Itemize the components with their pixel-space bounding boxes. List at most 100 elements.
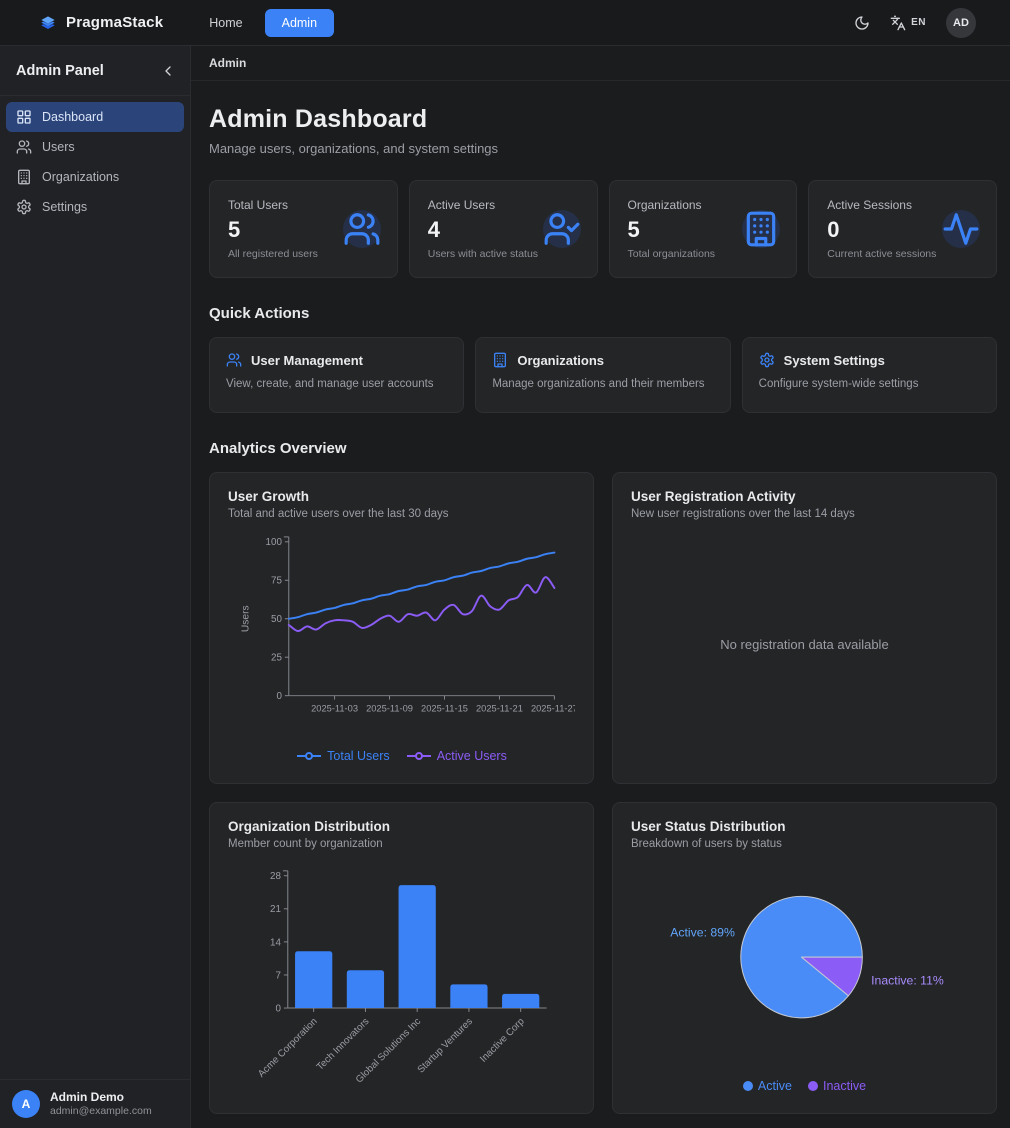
action-title: System Settings — [783, 352, 885, 368]
stat-description: Total organizations — [627, 248, 716, 260]
svg-text:0: 0 — [275, 1003, 281, 1014]
svg-text:Startup Ventures: Startup Ventures — [416, 1016, 475, 1075]
legend-item-total-users: Total Users — [296, 749, 390, 763]
svg-text:2025-11-21: 2025-11-21 — [476, 703, 523, 713]
user-status-distribution-card: User Status Distribution Breakdown of us… — [612, 802, 997, 1114]
building-icon — [492, 352, 508, 368]
action-description: Configure system-wide settings — [758, 378, 919, 390]
sidebar-user-section[interactable]: A Admin Demo admin@example.com — [0, 1078, 190, 1128]
layers-logo-icon — [40, 15, 56, 31]
user-status-pie-chart: Active: 89% Inactive: 11% — [670, 895, 944, 1019]
chart-title: Organization Distribution — [228, 819, 390, 834]
stat-description: All registered users — [228, 248, 318, 260]
page-title: Admin Dashboard — [209, 105, 428, 133]
page-subtitle: Manage users, organizations, and system … — [209, 141, 499, 156]
svg-text:100: 100 — [266, 537, 283, 548]
sidebar-item-dashboard[interactable]: Dashboard — [6, 102, 184, 132]
dot-marker-icon — [742, 1081, 753, 1091]
action-card-user-management[interactable]: User Management View, create, and manage… — [209, 337, 465, 413]
svg-text:14: 14 — [270, 937, 281, 948]
user-avatar[interactable]: AD — [946, 7, 976, 38]
chevron-left-icon — [160, 63, 176, 79]
svg-text:2025-11-09: 2025-11-09 — [366, 703, 413, 713]
nav-item-admin[interactable]: Admin — [264, 8, 335, 37]
line-marker-icon — [406, 752, 431, 760]
line-marker-icon — [297, 752, 322, 760]
action-card-organizations[interactable]: Organizations Manage organizations and t… — [475, 337, 731, 413]
user-check-icon — [542, 210, 581, 248]
language-selector[interactable]: EN — [890, 15, 926, 31]
user-growth-line-chart: 0 25 50 75 100 2025-11-03 2025-11-09 2025-11-15… — [241, 536, 575, 713]
sidebar-title: Admin Panel — [16, 62, 104, 79]
navbar-actions: EN AD — [854, 7, 976, 38]
building-icon — [16, 169, 32, 185]
stat-label: Organizations — [627, 198, 702, 212]
brand[interactable]: PragmaStack — [40, 14, 163, 31]
moon-icon — [854, 15, 870, 31]
users-icon — [16, 139, 32, 155]
pie-chart-legend: Active Inactive — [631, 1079, 978, 1099]
chart-subtitle: Breakdown of users by status — [631, 838, 782, 850]
chart-title: User Status Distribution — [631, 819, 786, 834]
gear-icon — [759, 352, 775, 368]
sidebar-item-label: Dashboard — [42, 110, 104, 124]
svg-text:28: 28 — [270, 871, 281, 882]
svg-text:21: 21 — [270, 904, 281, 915]
stat-value: 5 — [627, 217, 640, 242]
users-icon — [226, 352, 242, 368]
action-title: User Management — [251, 352, 363, 368]
chart-subtitle: Member count by organization — [228, 838, 383, 850]
translate-icon — [890, 15, 906, 31]
svg-text:Inactive: 11%: Inactive: 11% — [871, 974, 944, 988]
action-description: Manage organizations and their members — [492, 378, 705, 390]
chart-title: User Growth — [228, 489, 310, 504]
stat-label: Total Users — [228, 198, 289, 212]
user-name: Admin Demo — [50, 1089, 125, 1104]
svg-text:2025-11-27: 2025-11-27 — [531, 703, 575, 713]
svg-text:25: 25 — [271, 653, 282, 664]
breadcrumb-bar: Admin — [191, 46, 1010, 81]
top-navbar: PragmaStack Home Admin EN AD — [0, 0, 1010, 46]
sidebar-item-settings[interactable]: Settings — [6, 192, 184, 222]
dark-mode-toggle[interactable] — [854, 15, 870, 31]
main-content: Admin Admin Dashboard Manage users, orga… — [191, 46, 1010, 1128]
stat-value: 5 — [228, 217, 241, 242]
gear-icon — [16, 199, 32, 215]
sidebar-item-organizations[interactable]: Organizations — [6, 162, 184, 192]
activity-icon — [942, 210, 980, 248]
nav-links: Home Admin — [199, 8, 335, 37]
building-icon — [742, 210, 781, 248]
svg-text:50: 50 — [271, 614, 282, 625]
stats-grid: Total Users 5 All registered users Activ… — [209, 180, 997, 278]
stat-card-active-users: Active Users 4 Users with active status — [408, 180, 598, 278]
svg-text:Acme Corporation: Acme Corporation — [256, 1016, 320, 1080]
legend-item-inactive: Inactive — [807, 1079, 866, 1093]
stat-value: 0 — [827, 217, 840, 242]
dashboard-grid-icon — [16, 109, 32, 125]
stat-value: 4 — [427, 217, 440, 242]
svg-text:7: 7 — [275, 970, 280, 981]
chart-title: User Registration Activity — [631, 489, 796, 504]
action-card-system-settings[interactable]: System Settings Configure system-wide se… — [741, 337, 997, 413]
svg-text:Users: Users — [241, 605, 252, 632]
svg-text:2025-11-15: 2025-11-15 — [421, 703, 468, 713]
organization-distribution-card: Organization Distribution Member count b… — [209, 802, 594, 1114]
sidebar-item-users[interactable]: Users — [6, 132, 184, 162]
user-growth-chart-card: User Growth Total and active users over … — [209, 472, 594, 784]
stat-description: Current active sessions — [827, 248, 937, 260]
action-title: Organizations — [517, 352, 605, 368]
sidebar-item-label: Organizations — [42, 170, 120, 184]
nav-item-home[interactable]: Home — [209, 15, 243, 30]
action-description: View, create, and manage user accounts — [226, 378, 434, 390]
legend-item-active: Active — [742, 1079, 792, 1093]
svg-text:Tech Innovators: Tech Innovators — [315, 1016, 372, 1073]
svg-text:2025-11-03: 2025-11-03 — [311, 703, 358, 713]
charts-grid: User Growth Total and active users over … — [209, 472, 997, 1114]
sidebar-item-label: Settings — [42, 200, 88, 214]
user-email: admin@example.com — [50, 1104, 152, 1117]
stat-description: Users with active status — [427, 248, 539, 260]
stat-card-active-sessions: Active Sessions 0 Current active session… — [808, 180, 997, 278]
legend-item-active-users: Active Users — [406, 749, 507, 763]
language-label: EN — [911, 17, 926, 28]
sidebar-collapse-button[interactable] — [160, 63, 176, 79]
